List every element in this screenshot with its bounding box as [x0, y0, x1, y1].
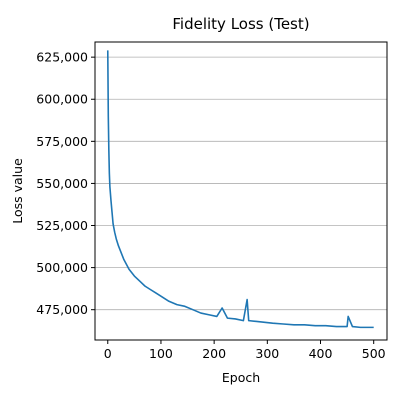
y-tick-label: 625,000 — [36, 50, 88, 65]
y-tick-label: 475,000 — [36, 302, 88, 317]
x-axis-ticks: 0 100 200 300 400 500 — [104, 340, 386, 361]
x-tick-label: 400 — [309, 346, 333, 361]
y-tick-label: 575,000 — [36, 134, 88, 149]
x-axis-label: Epoch — [222, 370, 260, 385]
x-tick-label: 100 — [149, 346, 173, 361]
x-tick-label: 200 — [202, 346, 226, 361]
x-tick-label: 300 — [255, 346, 279, 361]
y-tick-label: 500,000 — [36, 260, 88, 275]
grid-lines — [95, 56, 387, 311]
y-tick-label: 550,000 — [36, 176, 88, 191]
y-tick-label: 600,000 — [36, 92, 88, 107]
series-line — [106, 50, 374, 329]
series-layer — [106, 50, 374, 329]
y-tick-label: 525,000 — [36, 218, 88, 233]
y-axis-label: Loss value — [10, 158, 25, 224]
chart-title: Fidelity Loss (Test) — [172, 15, 309, 33]
x-tick-label: 500 — [362, 346, 386, 361]
plot-frame — [94, 41, 388, 341]
y-axis-ticks: 475,000 500,000 525,000 550,000 575,000 600,0… — [36, 50, 95, 317]
x-tick-label: 0 — [104, 346, 112, 361]
